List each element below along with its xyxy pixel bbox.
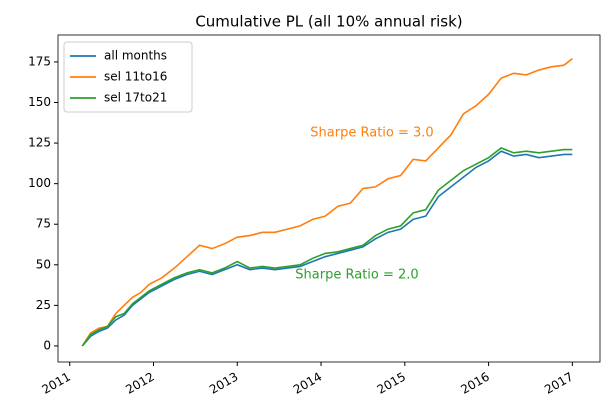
x-tick-label: 2011 bbox=[40, 370, 73, 397]
y-tick-label: 125 bbox=[28, 136, 51, 150]
legend: all months sel 11to16 sel 17to21 bbox=[63, 41, 193, 113]
x-tick-label: 2016 bbox=[458, 370, 491, 397]
y-tick-label: 175 bbox=[28, 54, 51, 68]
x-tick-label: 2012 bbox=[123, 370, 156, 397]
series-line bbox=[81, 150, 573, 347]
annotation: Sharpe Ratio = 3.0 bbox=[310, 126, 433, 141]
legend-box bbox=[63, 41, 193, 113]
y-tick-label: 25 bbox=[36, 298, 51, 312]
series-line bbox=[81, 58, 573, 347]
series-line bbox=[81, 147, 573, 347]
legend-label: all months bbox=[104, 49, 167, 63]
legend-label: sel 11to16 bbox=[104, 70, 167, 84]
x-tick-label: 2017 bbox=[542, 370, 575, 397]
chart-title: Cumulative PL (all 10% annual risk) bbox=[195, 13, 462, 31]
plot-frame bbox=[57, 34, 601, 363]
y-tick-label: 75 bbox=[36, 217, 51, 231]
x-tick-label: 2014 bbox=[291, 370, 324, 397]
annotation: Sharpe Ratio = 2.0 bbox=[295, 268, 418, 283]
y-tick-label: 150 bbox=[28, 95, 51, 109]
y-tick-label: 100 bbox=[28, 176, 51, 190]
y-tick-label: 50 bbox=[36, 257, 51, 271]
x-tick-label: 2013 bbox=[207, 370, 240, 397]
legend-label: sel 17to21 bbox=[104, 91, 167, 105]
y-tick-label: 0 bbox=[43, 338, 51, 352]
x-tick-label: 2015 bbox=[375, 370, 408, 397]
